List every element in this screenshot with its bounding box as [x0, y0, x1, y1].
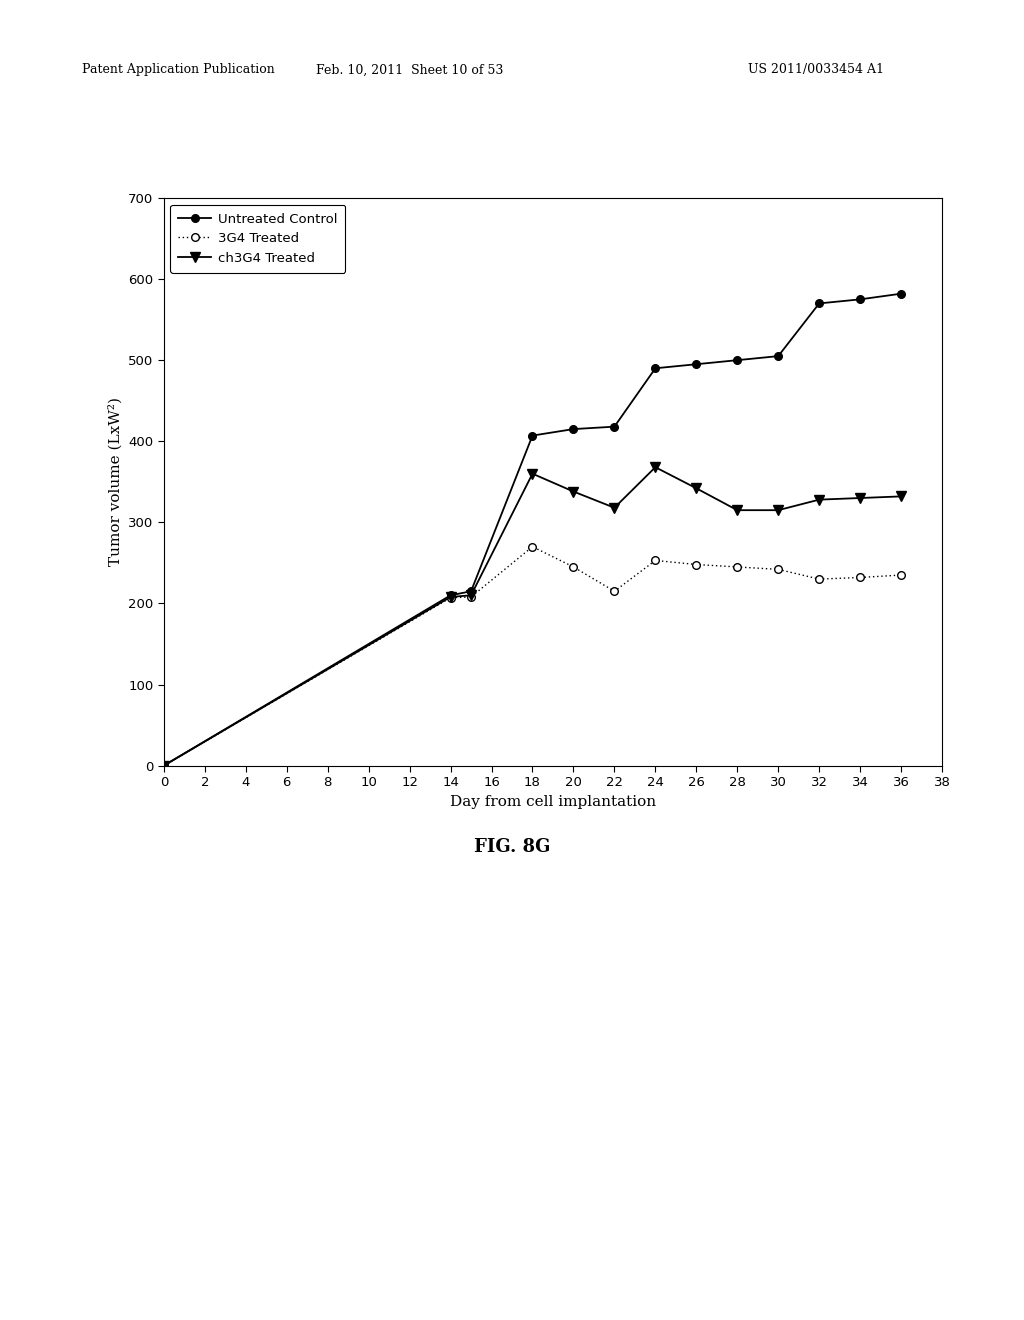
3G4 Treated: [608, 583, 621, 599]
3G4 Treated: [567, 560, 580, 576]
ch3G4 Treated: [526, 466, 539, 482]
ch3G4 Treated: [608, 500, 621, 516]
Y-axis label: Tumor volume (LxW²): Tumor volume (LxW²): [109, 397, 123, 566]
Text: Feb. 10, 2011  Sheet 10 of 53: Feb. 10, 2011 Sheet 10 of 53: [316, 63, 503, 77]
ch3G4 Treated: [444, 589, 457, 605]
ch3G4 Treated: [854, 490, 866, 506]
Untreated Control: [813, 296, 825, 312]
3G4 Treated: [158, 758, 170, 774]
Line: ch3G4 Treated: ch3G4 Treated: [159, 462, 906, 771]
Untreated Control: [465, 583, 477, 599]
Untreated Control: [895, 285, 907, 301]
ch3G4 Treated: [465, 587, 477, 603]
3G4 Treated: [813, 572, 825, 587]
Untreated Control: [854, 292, 866, 308]
3G4 Treated: [895, 568, 907, 583]
Untreated Control: [649, 360, 662, 376]
Untreated Control: [690, 356, 702, 372]
Text: FIG. 8G: FIG. 8G: [474, 838, 550, 857]
Text: US 2011/0033454 A1: US 2011/0033454 A1: [748, 63, 884, 77]
ch3G4 Treated: [567, 483, 580, 499]
ch3G4 Treated: [731, 503, 743, 519]
Untreated Control: [772, 348, 784, 364]
ch3G4 Treated: [649, 459, 662, 475]
ch3G4 Treated: [772, 503, 784, 519]
3G4 Treated: [690, 557, 702, 573]
3G4 Treated: [731, 560, 743, 576]
3G4 Treated: [854, 569, 866, 585]
Line: 3G4 Treated: 3G4 Treated: [160, 543, 905, 770]
3G4 Treated: [649, 553, 662, 569]
ch3G4 Treated: [690, 480, 702, 496]
ch3G4 Treated: [813, 492, 825, 508]
3G4 Treated: [465, 589, 477, 605]
ch3G4 Treated: [895, 488, 907, 504]
Untreated Control: [567, 421, 580, 437]
3G4 Treated: [526, 539, 539, 554]
ch3G4 Treated: [158, 758, 170, 774]
Untreated Control: [158, 758, 170, 774]
Untreated Control: [608, 418, 621, 434]
X-axis label: Day from cell implantation: Day from cell implantation: [450, 795, 656, 809]
3G4 Treated: [772, 561, 784, 577]
Untreated Control: [526, 428, 539, 444]
Line: Untreated Control: Untreated Control: [160, 290, 905, 770]
3G4 Treated: [444, 590, 457, 606]
Legend: Untreated Control, 3G4 Treated, ch3G4 Treated: Untreated Control, 3G4 Treated, ch3G4 Tr…: [170, 205, 345, 273]
Untreated Control: [444, 587, 457, 603]
Untreated Control: [731, 352, 743, 368]
Text: Patent Application Publication: Patent Application Publication: [82, 63, 274, 77]
